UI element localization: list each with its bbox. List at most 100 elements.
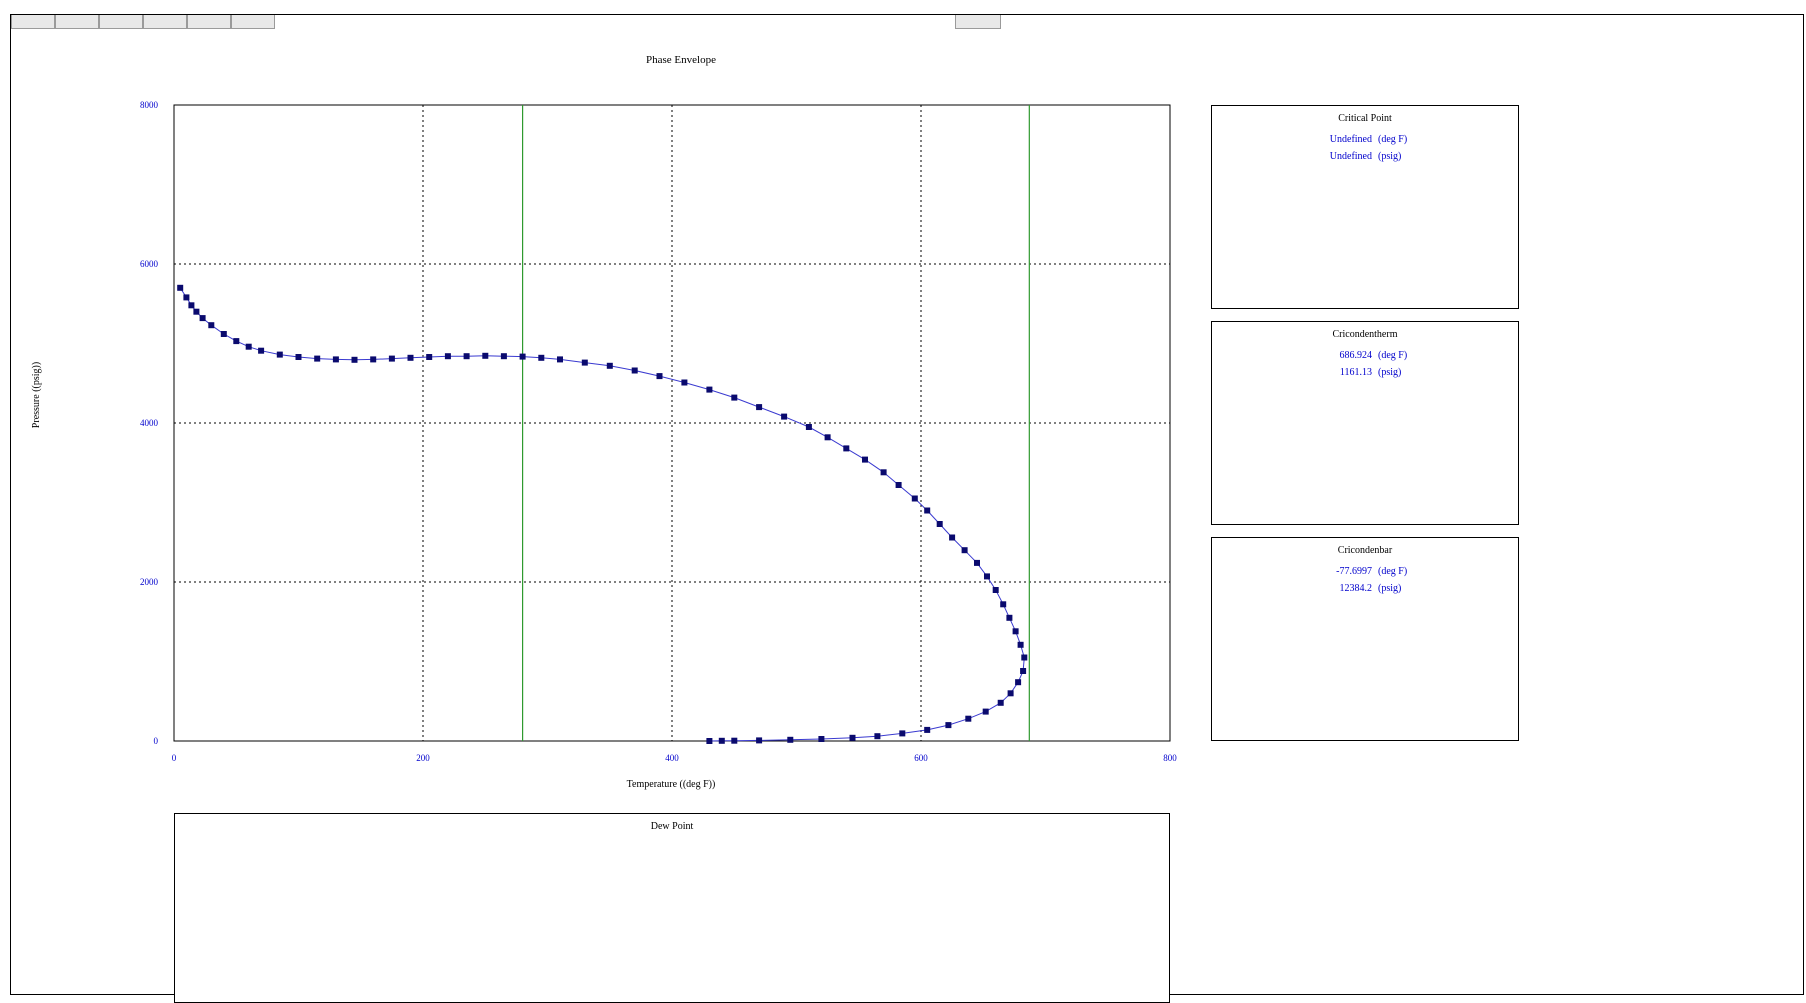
cricondentherm-pres-value: 1161.13 — [1339, 367, 1372, 378]
data-point — [992, 587, 999, 593]
cricondentherm-temp-unit: (deg F) — [1378, 350, 1408, 361]
cricondenbar-pres-unit: (psig) — [1378, 583, 1402, 594]
x-tick-label: 0 — [172, 753, 177, 763]
data-point — [332, 356, 339, 363]
data-point — [388, 355, 395, 362]
cricondentherm-temp-value: 686.924 — [1339, 350, 1373, 361]
data-point — [818, 736, 825, 742]
critical-point-temp-row: Undefined (deg F) — [1212, 134, 1518, 145]
critical-point-panel: Critical Point Undefined (deg F) Undefine… — [1211, 105, 1519, 309]
tab-4[interactable] — [143, 15, 187, 29]
data-point — [949, 534, 956, 541]
data-point — [965, 715, 972, 722]
data-point — [538, 354, 545, 361]
data-point — [500, 353, 507, 360]
data-point — [444, 353, 451, 360]
tab-5[interactable] — [187, 15, 231, 29]
data-point — [193, 308, 200, 315]
data-point — [924, 726, 931, 733]
cricondenbar-pres-value: 12384.2 — [1339, 583, 1373, 594]
data-point — [1020, 668, 1027, 674]
data-point — [177, 284, 184, 291]
data-point — [351, 356, 358, 363]
data-point — [656, 373, 663, 380]
data-point — [606, 362, 613, 369]
data-point — [183, 294, 190, 301]
cricondenbar-temp-row: -77.6997 (deg F) — [1212, 566, 1518, 577]
data-point — [984, 573, 990, 580]
data-point — [805, 424, 812, 430]
tab-6[interactable] — [231, 15, 275, 29]
critical-point-temp-unit: (deg F) — [1378, 134, 1408, 145]
data-point — [1012, 628, 1019, 635]
tab-strip-left — [11, 15, 331, 29]
cricondentherm-title: Cricondentherm — [1332, 329, 1398, 340]
data-point — [1021, 654, 1028, 661]
data-point — [911, 495, 918, 502]
data-point — [1015, 679, 1022, 686]
tab-1[interactable] — [11, 15, 55, 29]
cricondentherm-temp-row: 686.924 (deg F) — [1212, 350, 1518, 361]
tab-3[interactable] — [99, 15, 143, 29]
cricondenbar-temp-unit: (deg F) — [1378, 566, 1408, 577]
data-point — [519, 353, 526, 360]
critical-point-title: Critical Point — [1338, 113, 1392, 124]
data-point — [924, 507, 931, 514]
critical-point-pres-unit: (psig) — [1378, 151, 1402, 162]
data-point — [1007, 690, 1014, 697]
data-point — [276, 351, 283, 358]
critical-point-pres-value: Undefined — [1329, 151, 1372, 162]
cricondentherm-panel: Cricondentherm 686.924 (deg F) 1161.13 (ps… — [1211, 321, 1519, 525]
data-point — [463, 353, 470, 360]
critical-point-temp-value: Undefined — [1329, 134, 1372, 145]
data-point — [220, 331, 227, 337]
tab-right[interactable] — [955, 15, 1001, 29]
data-point — [482, 352, 489, 359]
data-point — [824, 434, 831, 441]
data-point — [258, 347, 265, 354]
data-point — [961, 547, 968, 554]
data-point — [880, 469, 887, 476]
data-point — [936, 521, 943, 527]
data-point — [781, 413, 788, 420]
data-point — [370, 356, 377, 363]
data-point — [407, 354, 414, 361]
data-point — [199, 315, 206, 322]
x-axis-label: Temperature ((deg F)) — [627, 779, 716, 790]
data-point — [706, 738, 713, 744]
cricondentherm-pres-unit: (psig) — [1378, 367, 1402, 378]
data-point — [899, 730, 906, 737]
data-point — [631, 367, 638, 374]
y-tick-label: 4000 — [140, 418, 159, 428]
data-point — [843, 445, 850, 452]
data-point — [974, 559, 980, 566]
data-point — [997, 699, 1004, 706]
data-point — [295, 354, 302, 360]
y-axis-label: Pressure ((psig)) — [31, 362, 42, 428]
cricondenbar-title: Cricondenbar — [1337, 545, 1393, 556]
x-tick-label: 600 — [914, 753, 928, 763]
tab-2[interactable] — [55, 15, 99, 29]
data-point — [1017, 641, 1024, 648]
data-point — [314, 355, 321, 362]
chart-window: Phase Envelope Temperature ((deg F)) Pre… — [10, 14, 1804, 1003]
data-point — [945, 722, 952, 729]
data-point — [1006, 614, 1013, 621]
y-tick-label: 0 — [154, 736, 159, 746]
data-point — [718, 737, 725, 744]
data-point — [426, 354, 433, 360]
data-point — [787, 736, 794, 743]
data-point — [862, 456, 868, 463]
data-point — [731, 737, 738, 744]
data-point — [895, 482, 902, 488]
data-point — [731, 394, 738, 401]
data-point — [849, 734, 856, 741]
data-point — [982, 708, 989, 715]
cricondentherm-pres-row: 1161.13 (psig) — [1212, 367, 1518, 378]
y-tick-label: 2000 — [140, 577, 159, 587]
dew-point-title: Dew Point — [650, 821, 694, 832]
phase-envelope-chart: Phase Envelope Temperature ((deg F)) Pre… — [31, 54, 1177, 790]
chart-title: Phase Envelope — [646, 54, 716, 66]
dew-point-panel: Dew Point — [174, 813, 1170, 1003]
